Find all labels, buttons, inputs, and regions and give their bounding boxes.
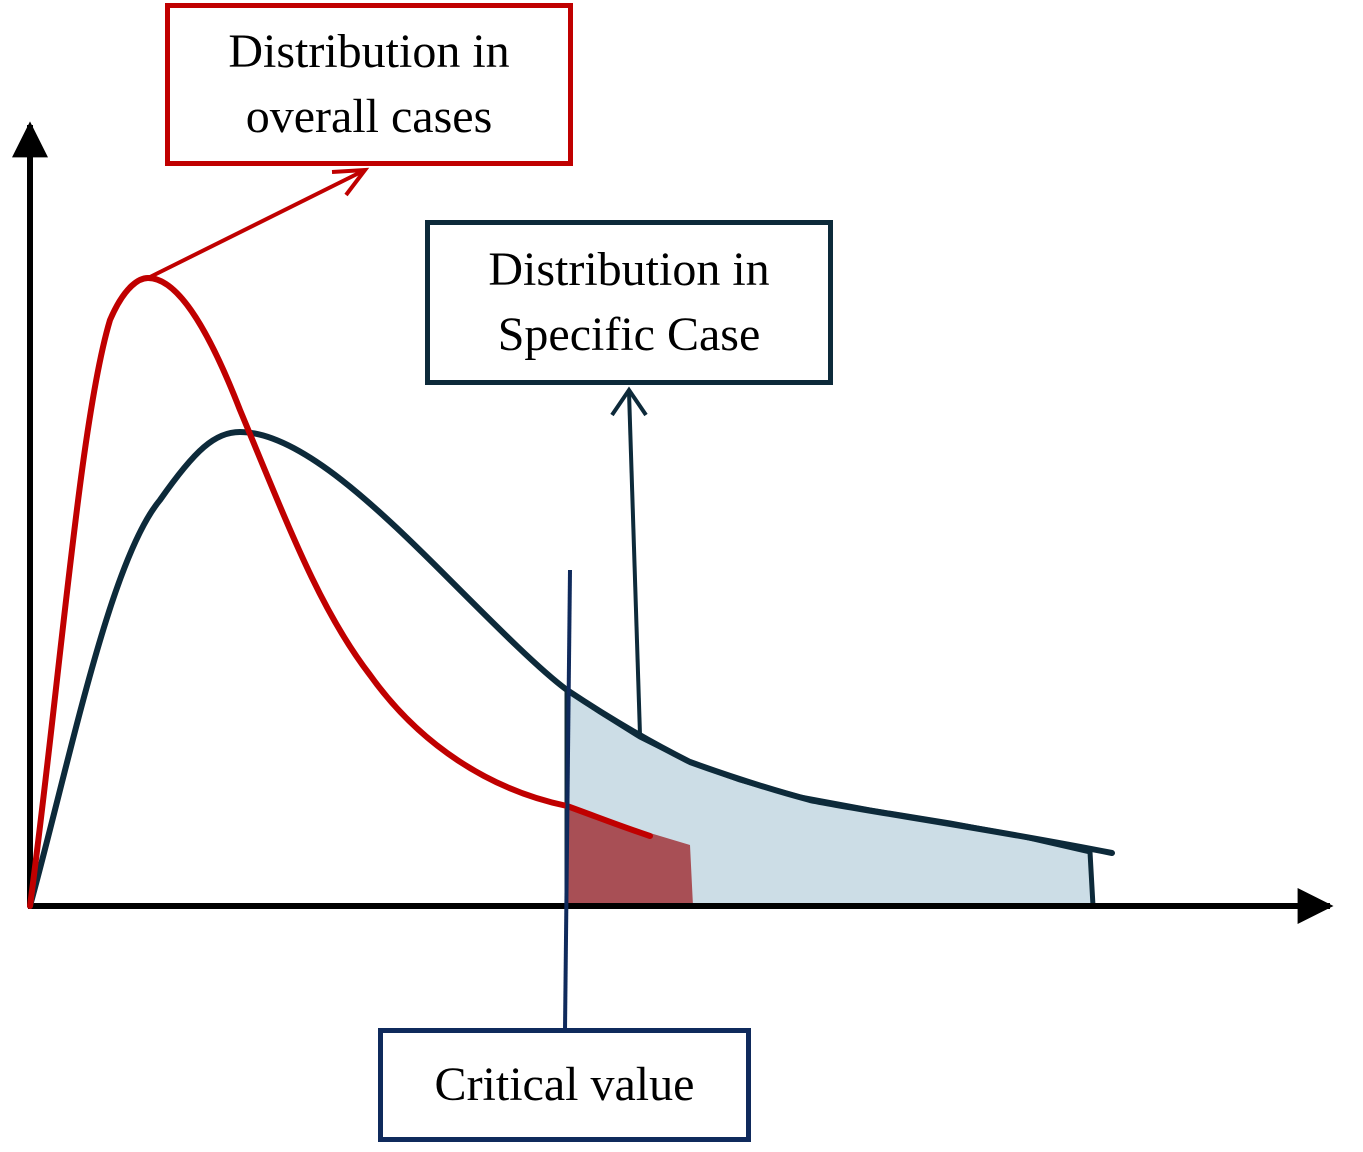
overall-cases-label-box: Distribution in overall cases [165,3,573,166]
critical-value-label: Critical value [434,1057,695,1111]
overall-pointer-arrowhead [331,167,370,197]
specific-pointer-line [627,391,642,736]
specific-label-line2: Specific Case [497,307,761,361]
overall-label-line1: Distribution in [228,25,510,79]
critical-value-line [563,569,572,1031]
overall-pointer-line [147,168,366,280]
overall-cases-curve [27,274,653,909]
overall-label-line2: overall cases [245,89,493,143]
specific-case-label-box: Distribution in Specific Case [425,220,833,385]
specific-pointer-arrowhead [610,386,648,417]
specific-label-line1: Distribution in [488,243,770,297]
critical-value-label-box: Critical value [378,1028,751,1142]
overall-tail-area [567,806,693,906]
specific-case-curve [27,428,1115,909]
